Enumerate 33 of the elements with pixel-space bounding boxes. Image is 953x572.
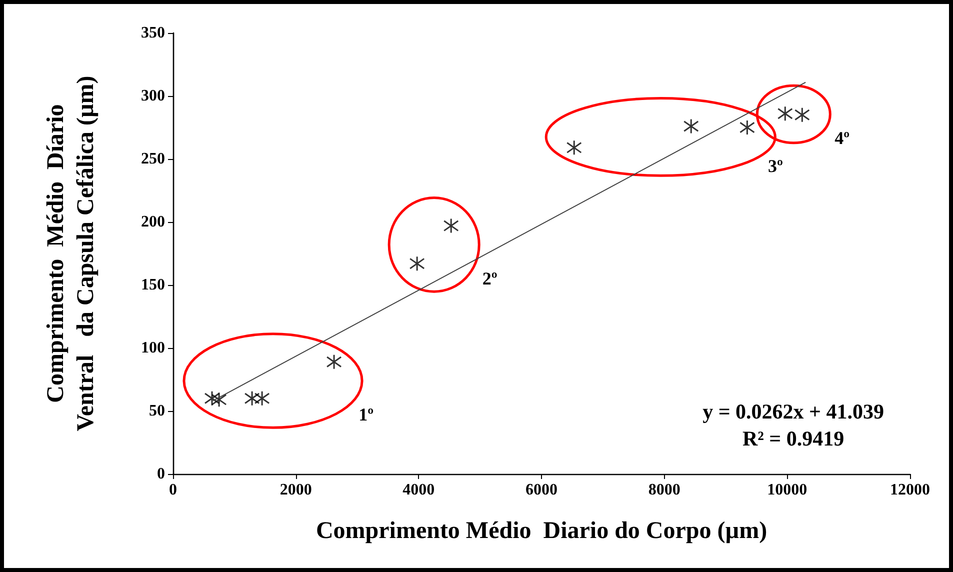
x-tick-label: 8000	[648, 482, 680, 498]
y-tick-label: 150	[141, 276, 165, 294]
point	[794, 107, 810, 123]
point	[409, 256, 425, 272]
x-tick-label: 0	[169, 482, 177, 498]
point	[443, 218, 459, 234]
annotation: y = 0.0262x + 41.039	[702, 400, 884, 424]
y-tick-label: 0	[157, 466, 165, 482]
point	[566, 140, 582, 156]
y-tick-label: 100	[141, 340, 165, 356]
annotation: R² = 0.9419	[742, 426, 844, 450]
annotation: 3º	[768, 156, 784, 176]
point	[777, 106, 793, 122]
point	[326, 354, 342, 370]
y-tick-label: 50	[149, 402, 165, 420]
annotation: 2º	[482, 268, 498, 288]
y-axis-title: Comprimento Médio Díario Ventral da Capsula Cefálica (µm)	[43, 76, 99, 432]
x-axis-title: Comprimento Médio Diario do Corpo (µm)	[316, 518, 768, 544]
y-tick-label: 350	[141, 24, 165, 42]
point	[739, 120, 755, 136]
point	[244, 390, 260, 406]
annotation: 1º	[358, 404, 374, 425]
y-tick-label: 200	[141, 214, 165, 230]
x-tick-label: 12000	[890, 482, 930, 498]
x-tick-label: 4000	[402, 482, 435, 498]
y-tick-label: 300	[141, 88, 165, 104]
point	[683, 118, 699, 134]
x-tick-label: 2000	[280, 482, 312, 498]
x-tick-label: 6000	[526, 482, 558, 498]
annotation: 4º	[834, 128, 850, 148]
x-tick-label: 10000	[767, 482, 808, 498]
point	[254, 390, 270, 406]
y-tick-label: 250	[141, 150, 165, 168]
